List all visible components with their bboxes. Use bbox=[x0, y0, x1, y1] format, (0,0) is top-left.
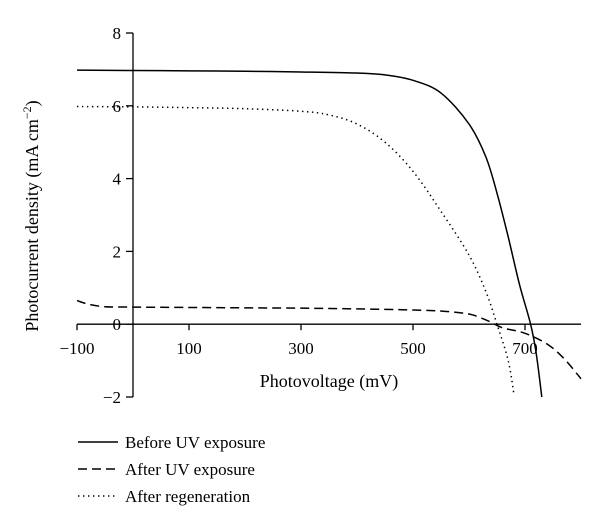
series-line-after-uv-exposure bbox=[76, 299, 582, 380]
legend: Before UV exposure After UV exposure After… bbox=[78, 433, 265, 506]
y-tick-label: 0 bbox=[113, 315, 122, 334]
y-tick-label: 4 bbox=[113, 170, 122, 189]
x-tick-label: 500 bbox=[400, 339, 426, 358]
y-axis-label-close: ) bbox=[22, 100, 43, 106]
series-line-before-uv-exposure bbox=[76, 69, 543, 398]
y-tick-label: −2 bbox=[103, 388, 121, 407]
y-ticks: −2 0 2 4 6 8 bbox=[103, 24, 133, 407]
plot-lines bbox=[76, 69, 582, 398]
x-axis-label: Photovoltage (mV) bbox=[260, 371, 398, 392]
y-tick-label: 6 bbox=[113, 97, 122, 116]
y-tick-label: 2 bbox=[113, 242, 122, 261]
legend-label-before-uv-exposure: Before UV exposure bbox=[125, 433, 265, 452]
series-line-after-regeneration bbox=[76, 105, 515, 394]
x-tick-label: −100 bbox=[59, 339, 94, 358]
x-ticks: −100 100 300 500 700 bbox=[59, 324, 538, 358]
legend-label-after-regeneration: After regeneration bbox=[125, 487, 251, 506]
axes: −100 100 300 500 700 −2 0 2 4 6 8 bbox=[59, 24, 581, 407]
legend-label-after-uv-exposure: After UV exposure bbox=[125, 460, 255, 479]
y-axis-label-main: Photocurrent density (mA cm bbox=[22, 119, 43, 331]
x-tick-label: 700 bbox=[512, 339, 538, 358]
y-tick-label: 8 bbox=[113, 24, 122, 43]
y-axis-label: Photocurrent density (mA cm−2) bbox=[20, 100, 43, 331]
x-tick-label: 300 bbox=[288, 339, 314, 358]
y-axis-label-superscript: −2 bbox=[20, 106, 34, 119]
x-tick-label: 100 bbox=[176, 339, 202, 358]
